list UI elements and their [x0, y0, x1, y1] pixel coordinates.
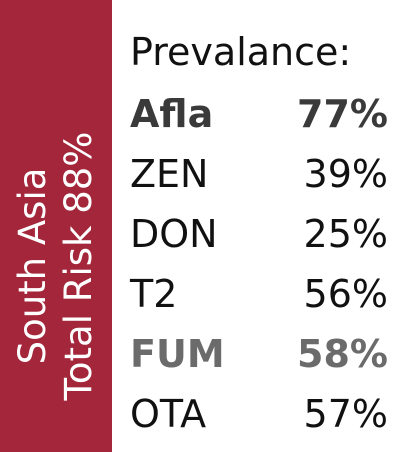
row-value: 39% [303, 152, 388, 196]
row-don: DON 25% [130, 208, 388, 260]
row-label: T2 [130, 272, 178, 316]
region-bar: South Asia Total Risk 88% [0, 0, 112, 452]
row-label: DON [130, 212, 218, 256]
row-zen: ZEN 39% [130, 148, 388, 200]
row-value: 25% [303, 212, 388, 256]
row-value: 57% [303, 392, 388, 436]
region-name: South Asia [11, 167, 54, 365]
row-ota: OTA 57% [130, 388, 388, 440]
region-title: South Asia Total Risk 88% [10, 132, 102, 401]
region-total-risk: Total Risk 88% [57, 131, 100, 401]
row-fum: FUM 58% [130, 328, 388, 380]
row-label: FUM [130, 332, 225, 376]
row-t2: T2 56% [130, 268, 388, 320]
row-afla: Afla 77% [130, 88, 388, 140]
row-value: 77% [297, 92, 388, 136]
prevalence-heading: Prevalance: [130, 30, 352, 74]
row-value: 56% [303, 272, 388, 316]
row-label: OTA [130, 392, 207, 436]
row-label: Afla [130, 92, 214, 136]
row-value: 58% [297, 332, 388, 376]
row-label: ZEN [130, 152, 209, 196]
